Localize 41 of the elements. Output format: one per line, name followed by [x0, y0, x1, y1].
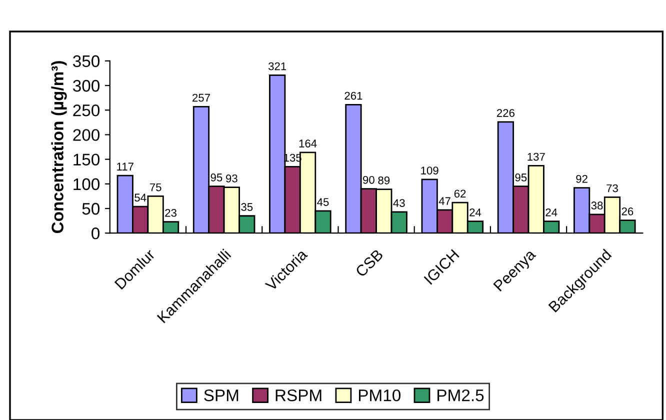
- data-label: 38: [591, 202, 603, 210]
- legend-label: SPM: [204, 389, 238, 402]
- data-label: 95: [515, 174, 527, 182]
- data-label: 43: [393, 199, 405, 207]
- legend-label: PM10: [358, 389, 401, 402]
- data-label: 45: [317, 198, 329, 206]
- data-label: 95: [210, 174, 222, 182]
- data-label: 73: [606, 184, 618, 192]
- data-label: 24: [546, 208, 558, 216]
- data-label: 23: [165, 208, 176, 217]
- y-tick-label: 100: [74, 178, 100, 190]
- data-label: 321: [268, 62, 286, 70]
- data-label: 92: [576, 174, 588, 183]
- y-tick-label: 200: [73, 129, 100, 141]
- y-axis-title: Concentration (µg/m³): [51, 61, 67, 234]
- data-label: 109: [421, 166, 438, 174]
- data-label: 26: [622, 207, 634, 216]
- data-label: 257: [192, 94, 210, 102]
- x-tick-label: CSB: [354, 248, 384, 278]
- legend-label: RSPM: [276, 389, 322, 402]
- data-label: 54: [134, 194, 146, 202]
- y-tick-label: 150: [74, 154, 100, 166]
- y-tick-label: 250: [73, 104, 100, 116]
- data-label: 62: [454, 190, 466, 198]
- data-label: 261: [344, 92, 362, 100]
- data-label: 24: [470, 208, 482, 216]
- data-label: 164: [299, 140, 317, 148]
- y-tick-label: 0: [92, 228, 100, 240]
- data-label: 75: [150, 183, 162, 192]
- y-tick-label: 300: [73, 80, 100, 92]
- y-tick-label: 50: [82, 202, 100, 215]
- data-label: 117: [117, 162, 134, 170]
- data-label: 89: [378, 176, 390, 184]
- data-label: 35: [241, 203, 253, 211]
- data-label: 226: [496, 109, 514, 117]
- data-label: 90: [363, 176, 374, 184]
- data-label: 137: [528, 152, 545, 161]
- data-label: 47: [438, 197, 450, 205]
- legend-label: PM2.5: [438, 389, 484, 402]
- y-tick-label: 350: [73, 55, 100, 68]
- data-label: 93: [226, 174, 238, 182]
